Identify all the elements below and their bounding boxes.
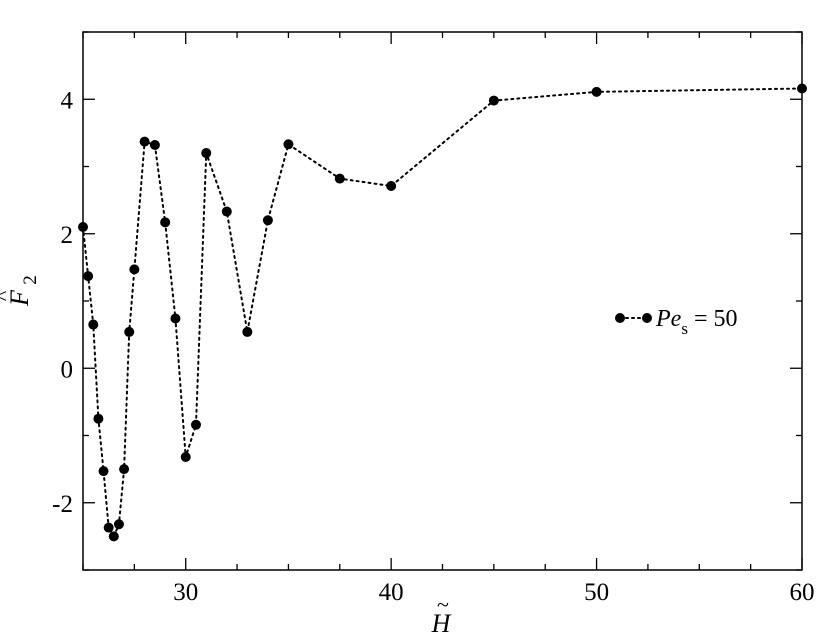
data-point [262,215,273,226]
data-point [103,522,114,533]
data-point [591,86,602,97]
data-point [386,181,397,192]
data-point [119,464,130,475]
data-point [98,466,109,477]
legend-subscript: s [681,319,688,338]
legend: Pes = 50 [615,306,737,338]
x-axis-label-accent: ~ [437,592,449,617]
data-point [108,531,119,542]
data-point [797,83,807,94]
data-point [139,136,150,147]
data-point [124,326,135,337]
legend-marker [642,313,652,323]
x-axis-label: H [431,609,452,638]
plot-frame [82,31,803,571]
plot-border [82,31,803,571]
legend-label: Pes = 50 [655,306,737,338]
data-point [283,139,294,150]
y-tick-label: 2 [61,222,74,249]
legend-marker [615,313,625,323]
data-point [129,264,140,275]
axis-titles: H~ F^ 2 [0,275,452,638]
data-point [170,313,181,324]
data-point [201,148,212,159]
data-point [78,222,88,233]
data-point [242,326,253,337]
x-tick-label: 40 [379,579,404,606]
legend-symbol: Pe [655,306,682,332]
data-point [93,413,104,424]
data-point [180,452,191,463]
y-axis-label-subscript: 2 [20,275,41,285]
series-layer [78,83,807,542]
data-point [149,139,160,150]
legend-value: = 50 [688,306,738,332]
x-tick-label: 30 [173,579,198,606]
axis-ticks [82,31,803,571]
x-tick-label: 60 [790,579,815,606]
data-point [113,519,124,530]
data-point [190,419,201,430]
y-tick-label: -2 [52,491,73,518]
data-point [488,95,499,106]
data-point [88,319,99,330]
data-point [160,217,171,228]
axis-tick-labels: 30 40 50 60 -2 0 2 4 [52,87,814,606]
data-point [221,206,232,217]
y-tick-label: 4 [61,87,74,114]
y-axis-label-accent: ^ [0,290,15,301]
x-tick-label: 50 [584,579,609,606]
y-axis-label: F^ 2 [0,275,41,307]
data-point [83,271,94,282]
data-point [334,173,345,184]
y-tick-label: 0 [61,356,74,383]
y-axis-label-symbol: F [5,289,34,307]
